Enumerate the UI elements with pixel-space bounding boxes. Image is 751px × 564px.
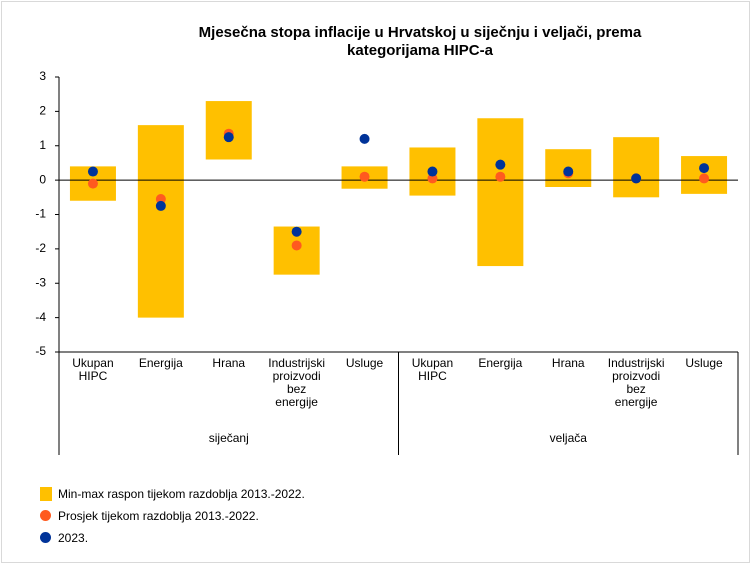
x-tick-label: Industrijski proizvodi bez energije	[268, 356, 325, 409]
legend-swatch	[40, 487, 52, 501]
y-tick-label: 2	[39, 104, 46, 118]
y-tick-label: -5	[35, 344, 46, 358]
legend-swatch	[40, 532, 51, 543]
y-tick-label: 3	[39, 69, 46, 83]
dot	[427, 173, 438, 184]
x-tick-label: Industrijski proizvodi bez energije	[607, 356, 665, 409]
dot	[223, 132, 234, 143]
legend-label: Min-max raspon tijekom razdoblja 2013.-2…	[58, 487, 305, 501]
x-tick-label: Ukupan HIPC	[411, 356, 454, 383]
dot	[495, 159, 506, 170]
y-tick-label: -1	[35, 207, 46, 221]
group-label: veljača	[549, 431, 587, 445]
x-tick-label: Hrana	[551, 356, 585, 370]
dot	[87, 178, 98, 189]
dot	[699, 173, 710, 184]
y-tick-label: -3	[35, 275, 46, 289]
dot	[495, 171, 506, 182]
y-tick-label: -4	[35, 310, 46, 324]
dot	[427, 166, 438, 177]
y-tick-label: -2	[35, 241, 46, 255]
dot	[359, 133, 370, 144]
dot	[291, 226, 302, 237]
x-tick-label: Hrana	[212, 356, 246, 370]
chart-title: Mjesečna stopa inflacije u Hrvatskoj u s…	[198, 24, 642, 59]
dot	[563, 166, 574, 177]
x-tick-label: Energija	[478, 356, 523, 370]
y-tick-label: 0	[39, 172, 46, 186]
dot	[155, 200, 166, 211]
x-tick-label: Energija	[138, 356, 183, 370]
group-label: siječanj	[208, 431, 249, 445]
legend-label: 2023.	[58, 531, 89, 545]
range-bar	[137, 125, 184, 318]
dot	[699, 163, 710, 174]
legend-swatch	[40, 510, 51, 521]
x-tick-label: Usluge	[685, 356, 723, 370]
range-bar	[477, 118, 524, 267]
dot	[359, 171, 370, 182]
dot	[155, 194, 166, 205]
legend-label: Prosjek tijekom razdoblja 2013.-2022.	[58, 509, 259, 523]
x-tick-label: Usluge	[345, 356, 384, 370]
dot	[631, 173, 642, 184]
dot	[291, 240, 302, 251]
y-tick-label: 1	[39, 138, 46, 152]
x-tick-label: Ukupan HIPC	[72, 356, 114, 383]
dot	[87, 166, 98, 177]
range-bar	[613, 137, 660, 198]
